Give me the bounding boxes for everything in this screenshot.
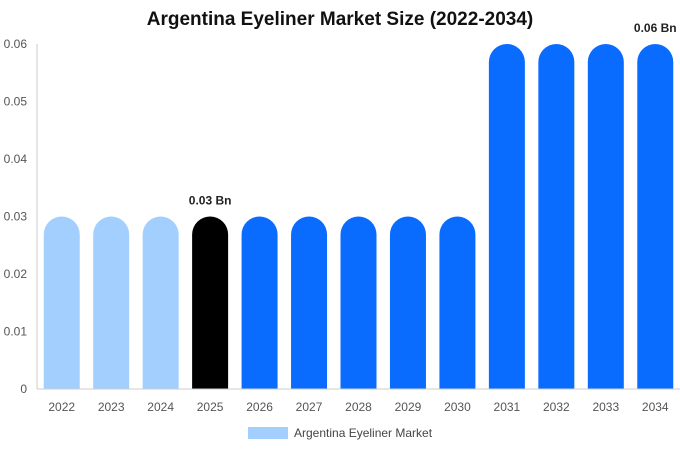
x-tick-label: 2034 <box>642 400 669 414</box>
y-tick-label: 0.02 <box>4 267 28 281</box>
bar-2026[interactable] <box>241 216 278 390</box>
bar-2023[interactable] <box>93 216 130 390</box>
bar-2025[interactable] <box>192 216 229 390</box>
x-tick-label: 2026 <box>246 400 273 414</box>
bar-2022[interactable] <box>43 216 80 390</box>
x-tick-label: 2025 <box>197 400 224 414</box>
y-tick-label: 0.03 <box>4 210 28 224</box>
x-tick-label: 2031 <box>494 400 521 414</box>
x-tick-label: 2029 <box>395 400 422 414</box>
x-tick-label: 2028 <box>345 400 372 414</box>
bar-2029[interactable] <box>389 216 426 390</box>
y-tick-label: 0 <box>20 382 27 396</box>
legend-swatch <box>248 427 288 439</box>
data-label-2034: 0.06 Bn <box>634 21 677 35</box>
bar-2028[interactable] <box>340 216 377 390</box>
data-label-2025: 0.03 Bn <box>189 194 232 208</box>
bar-2031[interactable] <box>488 43 525 389</box>
chart-title: Argentina Eyeliner Market Size (2022-203… <box>146 9 534 30</box>
legend-label: Argentina Eyeliner Market <box>294 426 433 440</box>
bar-2034[interactable] <box>637 44 674 389</box>
y-tick-label: 0.05 <box>4 95 28 109</box>
x-tick-label: 2030 <box>444 400 471 414</box>
bar-2030[interactable] <box>439 216 476 390</box>
y-tick-label: 0.01 <box>4 325 28 339</box>
bar-series <box>43 43 674 390</box>
bar-2033[interactable] <box>587 44 624 389</box>
bar-2027[interactable] <box>291 216 328 390</box>
bar-2024[interactable] <box>142 216 179 390</box>
x-tick-label: 2023 <box>98 400 125 414</box>
y-tick-label: 0.06 <box>4 37 28 51</box>
bar-2032[interactable] <box>538 44 575 389</box>
x-tick-label: 2032 <box>543 400 570 414</box>
x-tick-label: 2022 <box>48 400 75 414</box>
x-tick-label: 2027 <box>296 400 323 414</box>
legend[interactable]: Argentina Eyeliner Market <box>248 426 433 440</box>
x-tick-label: 2033 <box>592 400 619 414</box>
y-tick-label: 0.04 <box>4 152 28 166</box>
data-labels: 0.03 Bn 0.06 Bn <box>189 21 677 208</box>
y-axis: 0 0.01 0.02 0.03 0.04 0.05 0.06 <box>4 37 38 396</box>
x-axis: 2022 2023 2024 2025 2026 2027 2028 2029 2030 2031… <box>37 388 680 414</box>
x-tick-label: 2024 <box>147 400 174 414</box>
